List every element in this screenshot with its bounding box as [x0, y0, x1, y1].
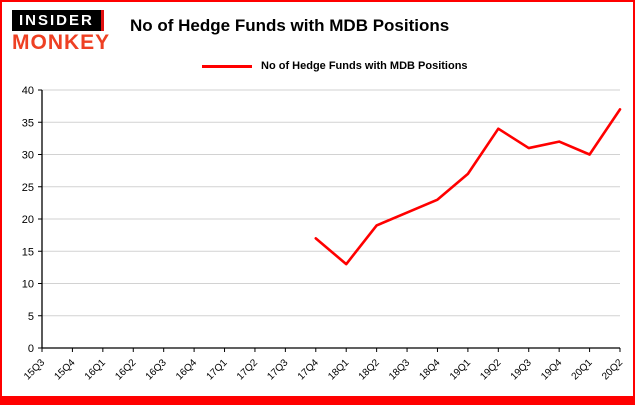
- svg-text:16Q4: 16Q4: [174, 357, 199, 382]
- svg-text:20: 20: [22, 214, 34, 226]
- svg-text:17Q4: 17Q4: [296, 357, 321, 382]
- svg-text:5: 5: [28, 311, 34, 323]
- svg-text:19Q2: 19Q2: [478, 357, 503, 382]
- legend: No of Hedge Funds with MDB Positions: [202, 60, 468, 72]
- logo-monkey-text: MONKEY: [12, 31, 111, 54]
- svg-text:18Q2: 18Q2: [357, 357, 382, 382]
- svg-text:16Q3: 16Q3: [144, 357, 169, 382]
- svg-text:18Q4: 18Q4: [418, 357, 443, 382]
- svg-text:18Q1: 18Q1: [326, 357, 351, 382]
- legend-label: No of Hedge Funds with MDB Positions: [261, 60, 468, 72]
- svg-text:17Q3: 17Q3: [265, 357, 290, 382]
- svg-text:15Q4: 15Q4: [52, 357, 77, 382]
- logo-insider-text: INSIDER: [12, 10, 104, 31]
- svg-text:15: 15: [22, 246, 34, 258]
- svg-text:20Q2: 20Q2: [600, 357, 625, 382]
- line-chart: 0 5 10 15 20 25 30 35 40 15Q3 15Q4 16Q1 16Q2 16Q3 16Q4…: [22, 85, 626, 382]
- svg-text:16Q1: 16Q1: [83, 357, 108, 382]
- svg-text:30: 30: [22, 150, 34, 162]
- svg-text:0: 0: [28, 343, 34, 355]
- svg-text:40: 40: [22, 85, 34, 97]
- svg-text:35: 35: [22, 117, 34, 129]
- insider-monkey-logo: INSIDER MONKEY: [12, 10, 110, 53]
- svg-text:10: 10: [22, 279, 34, 291]
- svg-text:19Q1: 19Q1: [448, 357, 473, 382]
- page-title: No of Hedge Funds with MDB Positions: [130, 16, 450, 35]
- legend-line-swatch: [202, 64, 252, 68]
- svg-text:17Q2: 17Q2: [235, 357, 260, 382]
- svg-text:16Q2: 16Q2: [113, 357, 138, 382]
- svg-text:19Q3: 19Q3: [509, 357, 534, 382]
- svg-text:18Q3: 18Q3: [387, 357, 412, 382]
- svg-text:20Q1: 20Q1: [570, 357, 595, 382]
- svg-text:25: 25: [22, 182, 34, 194]
- svg-text:15Q3: 15Q3: [22, 357, 47, 382]
- svg-text:19Q4: 19Q4: [539, 357, 564, 382]
- svg-text:17Q1: 17Q1: [205, 357, 230, 382]
